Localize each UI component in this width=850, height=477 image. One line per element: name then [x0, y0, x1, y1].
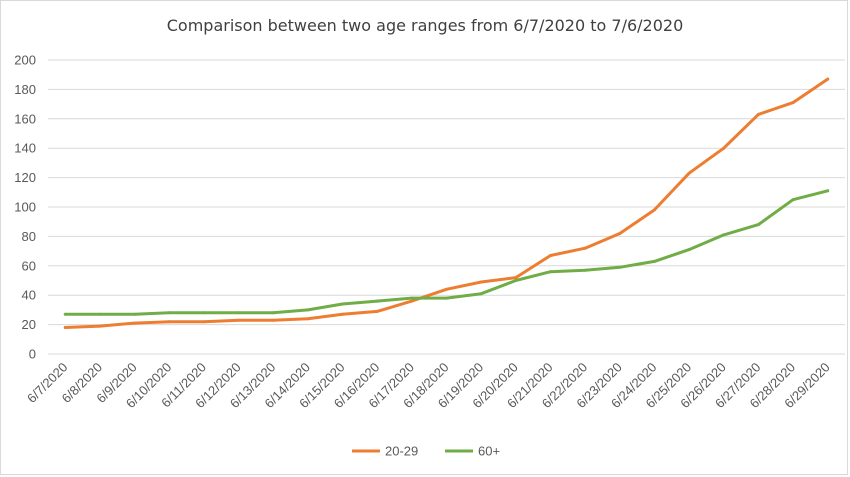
y-tick-label: 140	[14, 141, 36, 156]
y-tick-label: 200	[14, 53, 36, 68]
data-point	[791, 101, 795, 105]
data-point	[549, 270, 552, 274]
x-axis-ticks: 6/7/20206/8/20206/9/20206/10/20206/11/20…	[24, 360, 833, 412]
data-point	[375, 309, 379, 313]
data-point	[687, 248, 691, 252]
legend-label-0: 20-29	[385, 444, 418, 459]
y-tick-label: 40	[22, 288, 36, 303]
data-point	[306, 308, 310, 312]
y-tick-label: 100	[14, 200, 36, 215]
data-point	[167, 320, 171, 324]
data-point	[237, 311, 241, 315]
series-lines	[63, 77, 830, 329]
data-point	[445, 296, 448, 300]
data-point	[63, 326, 67, 329]
data-point	[133, 312, 137, 316]
data-point	[687, 171, 691, 175]
data-point	[306, 317, 310, 321]
data-point	[826, 77, 830, 81]
data-point	[341, 312, 344, 316]
data-point	[375, 299, 379, 303]
data-point	[271, 311, 275, 315]
data-point	[202, 320, 206, 324]
data-point	[479, 292, 483, 296]
data-point	[410, 296, 414, 300]
data-point	[63, 312, 67, 316]
data-point	[202, 311, 206, 315]
data-point	[445, 287, 448, 291]
data-point	[98, 312, 102, 316]
y-tick-label: 80	[22, 229, 36, 244]
data-point	[271, 318, 275, 322]
data-point	[583, 246, 587, 250]
data-point	[756, 223, 760, 227]
data-point	[618, 265, 622, 269]
data-point	[237, 318, 241, 322]
data-point	[618, 232, 622, 235]
series-line-1	[63, 189, 830, 316]
data-point	[167, 311, 171, 315]
data-point	[583, 268, 587, 272]
data-point	[826, 189, 830, 193]
data-point	[341, 302, 344, 306]
data-point	[791, 198, 795, 202]
y-tick-label: 0	[29, 347, 36, 362]
data-point	[514, 279, 518, 282]
y-tick-label: 60	[22, 258, 36, 273]
data-point	[652, 208, 656, 212]
legend: 20-29 60+	[352, 444, 500, 459]
data-point	[722, 146, 726, 150]
gridlines	[48, 59, 845, 355]
data-point	[133, 321, 137, 325]
data-point	[549, 254, 552, 257]
data-point	[410, 299, 414, 303]
data-point	[652, 259, 656, 263]
chart-title: Comparison between two age ranges from 6…	[167, 16, 684, 35]
y-tick-label: 120	[14, 170, 36, 185]
data-point	[756, 112, 760, 116]
y-axis-ticks: 0 20 40 60 80 100 120 140 160 180 200	[14, 53, 36, 362]
data-point	[722, 233, 726, 237]
legend-label-1: 60+	[478, 444, 500, 459]
y-tick-label: 160	[14, 111, 36, 126]
data-point	[479, 280, 483, 284]
y-tick-label: 180	[14, 82, 36, 97]
y-tick-label: 20	[22, 317, 36, 332]
data-point	[514, 276, 518, 280]
data-point	[98, 324, 102, 328]
